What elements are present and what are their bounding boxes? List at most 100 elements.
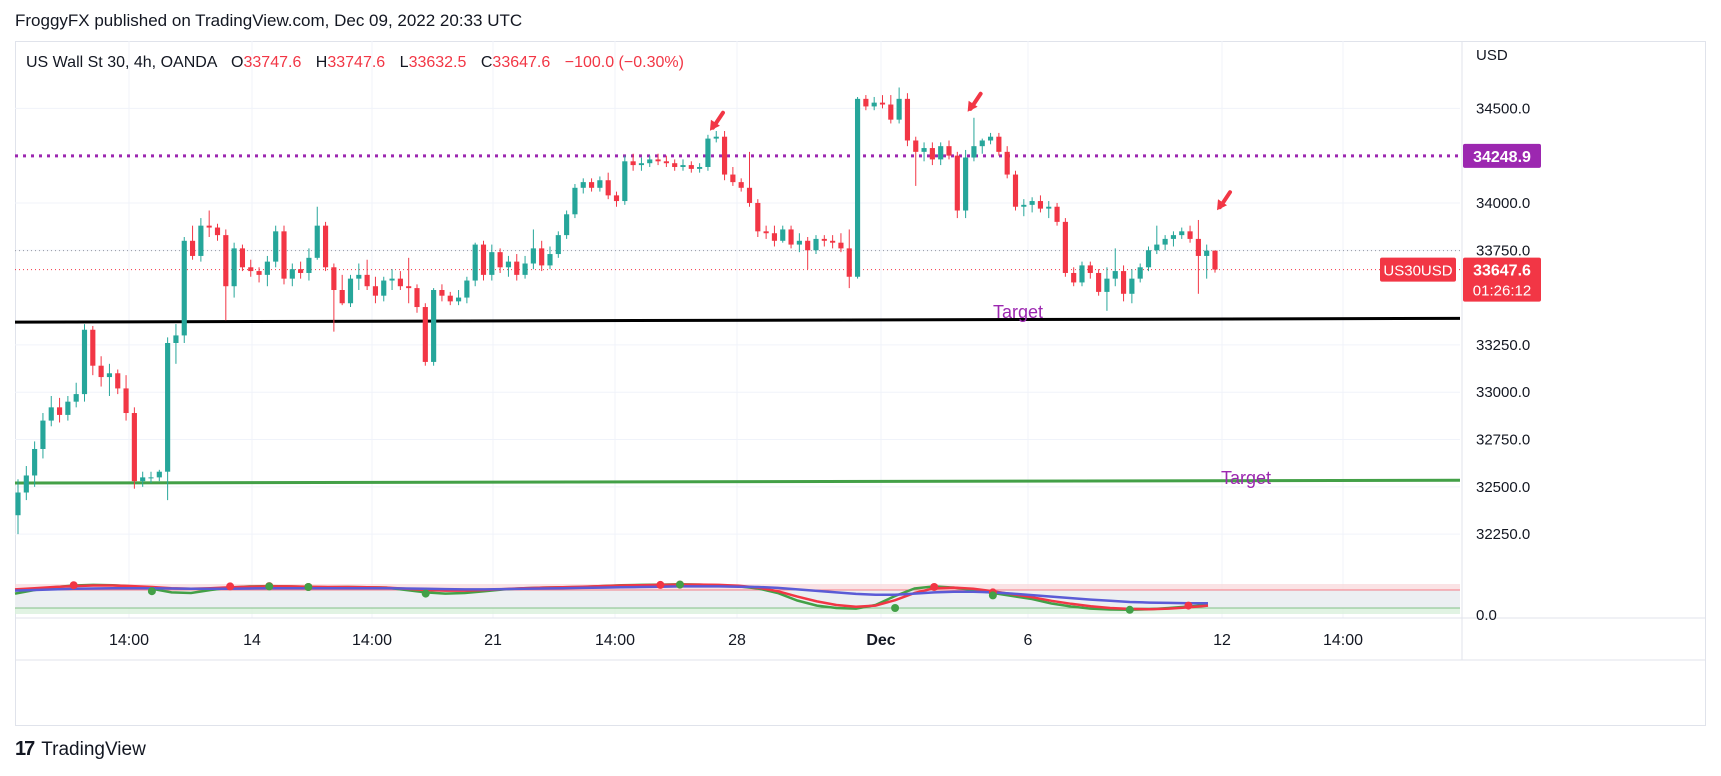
candle — [223, 229, 229, 321]
candle-body — [530, 248, 536, 264]
candle-body — [539, 248, 545, 266]
candle-body — [929, 148, 935, 160]
candle-body — [1179, 231, 1185, 236]
candle — [281, 225, 287, 285]
candle-body — [655, 159, 661, 162]
candle — [123, 375, 129, 421]
candle — [788, 225, 794, 249]
candle — [987, 132, 994, 145]
support-trendline — [14, 478, 1461, 485]
candle — [165, 337, 171, 501]
candle-body — [1087, 265, 1093, 273]
currency-label: USD — [1476, 47, 1508, 64]
candle — [256, 267, 262, 283]
candle-body — [630, 161, 636, 166]
osc-green-dot — [421, 589, 430, 598]
candle-body — [547, 254, 553, 266]
candle — [414, 284, 420, 313]
candle — [248, 259, 254, 277]
candle — [921, 142, 927, 162]
candle — [1145, 246, 1152, 272]
candle-body — [273, 231, 279, 262]
candle-body — [597, 180, 603, 188]
candle — [613, 191, 620, 207]
candle-body — [730, 174, 736, 183]
candle — [23, 466, 29, 501]
candle — [81, 324, 88, 402]
candle-body — [223, 235, 229, 287]
candle-body — [497, 252, 503, 268]
candle-body — [821, 238, 827, 241]
candle-body — [214, 227, 221, 236]
osc-red-dot — [1184, 601, 1193, 610]
candle-body — [796, 240, 802, 245]
grid — [15, 41, 1706, 661]
osc-neutral-zone — [15, 590, 1460, 608]
candle — [115, 369, 121, 395]
candle — [979, 138, 985, 154]
candle-body — [555, 235, 561, 255]
candle — [32, 441, 38, 487]
candle-body — [580, 182, 586, 188]
open-value: 33747.6 — [243, 54, 302, 71]
candle-body — [987, 136, 994, 141]
arrow-icon — [1217, 190, 1232, 211]
x-tick-label: 6 — [1024, 632, 1033, 649]
candle-body — [1145, 250, 1152, 268]
candle-body — [605, 180, 611, 196]
osc-green-dot — [265, 582, 274, 591]
candle — [364, 259, 370, 291]
candle-body — [406, 286, 412, 289]
x-tick-label: Dec — [866, 632, 895, 649]
osc-red-dot — [930, 583, 939, 591]
candle — [730, 166, 736, 186]
candle-body — [838, 242, 844, 249]
candle-body — [622, 161, 628, 202]
candle — [148, 471, 154, 484]
candle-body — [1129, 278, 1135, 294]
candle-body — [198, 225, 204, 256]
candle-body — [1071, 272, 1077, 283]
candle — [647, 155, 653, 167]
candle — [929, 142, 935, 166]
candle-body — [1004, 151, 1010, 175]
price-axis: USD 34500.0 34000.0 33750.0 33250.0 33000.0 32… — [1380, 47, 1541, 624]
candle — [996, 132, 1002, 156]
horizontal-levels — [14, 154, 1461, 485]
candle-body — [181, 240, 187, 336]
candle-body — [638, 163, 645, 166]
candle-body — [946, 146, 952, 156]
tradingview-brand[interactable]: 17 TradingView — [15, 738, 146, 761]
osc-green-dot — [988, 591, 997, 600]
candle-body — [123, 388, 129, 414]
candle — [605, 172, 611, 200]
candle-body — [1187, 231, 1193, 239]
published-line: FroggyFX published on TradingView.com, D… — [15, 11, 523, 30]
candle-body — [938, 146, 944, 160]
candle-body — [688, 165, 694, 169]
close-label: C — [480, 54, 493, 71]
candle — [1212, 250, 1218, 273]
osc-green-dot — [304, 583, 313, 591]
candle — [65, 395, 71, 421]
candle — [1087, 261, 1093, 279]
candle — [131, 407, 137, 489]
level-price-tag — [1463, 143, 1541, 168]
candle — [431, 288, 437, 366]
last-price-tag-text: 33647.6 — [1473, 263, 1531, 280]
y-tick-label: 33750.0 — [1476, 242, 1530, 259]
candle-body — [314, 225, 320, 258]
candle — [963, 149, 969, 219]
resistance-trendline — [14, 316, 1461, 324]
candle-body — [389, 278, 395, 281]
candle — [1195, 219, 1201, 294]
candle — [763, 225, 769, 239]
candle — [189, 225, 196, 260]
osc-red-dot — [656, 580, 665, 589]
candle — [464, 276, 470, 304]
candle-body — [239, 248, 246, 268]
candle — [705, 134, 711, 171]
y-tick-label: 32250.0 — [1476, 526, 1530, 543]
candle — [547, 246, 553, 270]
